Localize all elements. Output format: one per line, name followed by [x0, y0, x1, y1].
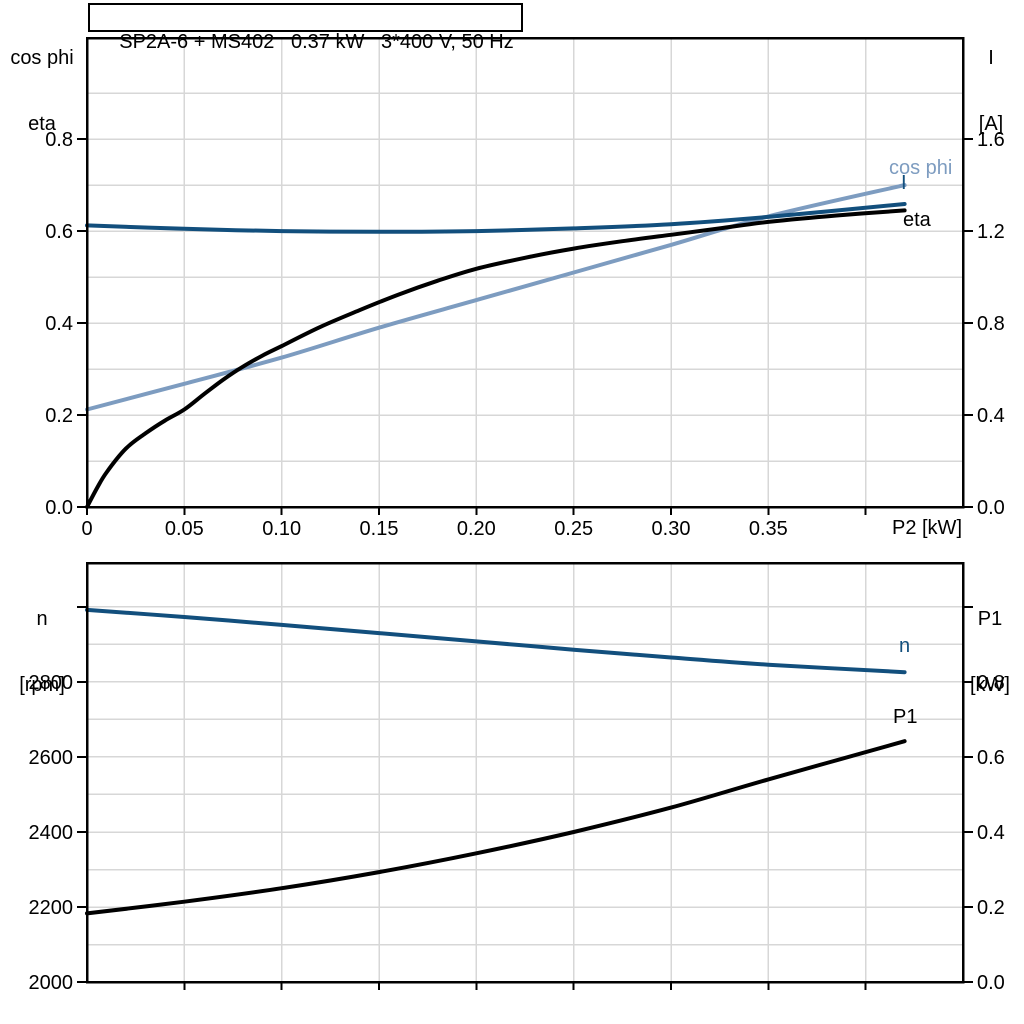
y-right-tick-label: 1.2	[977, 221, 1005, 243]
curve-n	[85, 607, 907, 675]
x-axis-title: P2 [kW]	[891, 517, 962, 539]
x-tick-label: 0.15	[360, 518, 399, 540]
curve-label-eta: eta	[903, 209, 931, 231]
curve-i	[85, 202, 907, 234]
x-tick-label: 0.05	[165, 518, 204, 540]
curve-label-cos-phi: cos phi	[889, 157, 953, 179]
axis-header-line: cos phi	[10, 47, 74, 69]
x-tick-label: 0.20	[457, 518, 496, 540]
axis-header-line: [rpm]	[19, 674, 65, 696]
y-left-tick-label: 0.0	[45, 497, 73, 519]
curve-label-p1: P1	[893, 706, 918, 728]
y-right-tick-label: 0.6	[977, 747, 1005, 769]
curve-label-n: n	[899, 635, 911, 657]
y-right-tick-label: 0.8	[977, 313, 1005, 335]
axis-header-line: [kW]	[970, 674, 1010, 696]
y-right-tick-label: 0.4	[977, 822, 1005, 844]
axis-header-cosphi-eta: cos phi eta	[2, 3, 82, 179]
chart-title-box: SP2A-6 + MS402 0.37 kW 3*400 V, 50 Hz	[88, 3, 523, 53]
plot-frame	[85, 561, 965, 984]
y-left-tick-label: 2800	[29, 672, 74, 694]
plot-frame	[85, 36, 965, 509]
y-left-tick-label: 2600	[29, 747, 74, 769]
y-left-tick-label: 2000	[29, 972, 74, 994]
axis-header-line: [A]	[978, 113, 1004, 135]
axis-header-line: P1	[977, 608, 1003, 630]
x-tick-label: 0	[81, 518, 92, 540]
y-right-tick-label: 1.6	[977, 129, 1005, 151]
curve-p1	[85, 739, 907, 916]
y-left-tick-label: 2200	[29, 897, 74, 919]
chart-title: SP2A-6 + MS402 0.37 kW 3*400 V, 50 Hz	[119, 31, 514, 53]
y-right-tick-label: 0.2	[977, 897, 1005, 919]
y-right-tick-label: 0.0	[977, 972, 1005, 994]
y-right-tick-label: 0.0	[977, 497, 1005, 519]
x-tick-label: 0.35	[749, 518, 788, 540]
y-left-tick-label: 0.6	[45, 221, 73, 243]
curve-eta	[85, 208, 907, 509]
axis-header-input-power: P1 [kW]	[958, 564, 1022, 740]
x-tick-label: 0.10	[262, 518, 301, 540]
y-left-tick-label: 2400	[29, 822, 74, 844]
y-left-tick-label: 0.4	[45, 313, 73, 335]
axis-header-line: n	[36, 608, 48, 630]
x-tick-label: 0.30	[652, 518, 691, 540]
axis-header-line: eta	[28, 113, 56, 135]
y-right-tick-label: 0.8	[977, 672, 1005, 694]
y-left-tick-label: 0.2	[45, 405, 73, 427]
axis-header-speed: n [rpm]	[2, 564, 82, 740]
axis-header-line: I	[988, 47, 994, 69]
curve-label-current: I	[901, 172, 907, 194]
y-right-tick-label: 0.4	[977, 405, 1005, 427]
x-tick-label: 0.25	[554, 518, 593, 540]
y-left-tick-label: 0.8	[45, 129, 73, 151]
axis-header-current: I [A]	[962, 3, 1020, 179]
